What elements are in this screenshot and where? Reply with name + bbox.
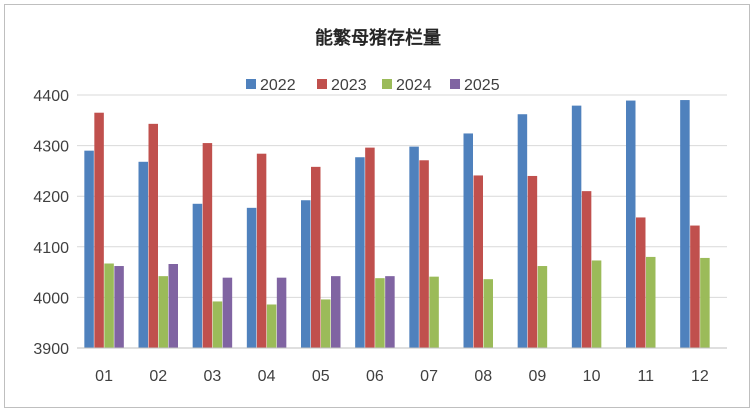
bar-2025-01 (114, 266, 124, 348)
x-tick-label: 09 (529, 368, 547, 385)
bar-2023-03 (202, 143, 213, 348)
bar-2023-07 (419, 160, 429, 348)
bar-2024-02 (158, 276, 168, 348)
x-tick-label: 07 (420, 368, 438, 385)
y-tick-label: 4200 (33, 189, 69, 206)
bar-2022-09 (517, 114, 528, 348)
bar-2023-06 (365, 147, 375, 348)
bar-2022-06 (355, 157, 365, 348)
bar-2024-05 (321, 299, 331, 348)
x-tick-label: 01 (95, 368, 113, 385)
bar-2025-06 (385, 276, 395, 348)
y-tick-label: 4400 (33, 88, 69, 105)
x-axis: 01 02 03 04 05 06 07 08 09 10 11 12 (77, 347, 727, 385)
bar-2023-09 (527, 175, 538, 348)
bar-2023-11 (636, 217, 646, 348)
bar-2023-12 (690, 225, 700, 348)
bar-2023-10 (581, 191, 592, 348)
bar-2025-05 (331, 276, 341, 348)
x-tick-label: 08 (474, 368, 492, 385)
bar-2024-07 (429, 276, 439, 348)
bar-2023-04 (256, 153, 267, 348)
bar-2025-03 (222, 277, 233, 348)
bar-2025-04 (276, 277, 287, 348)
x-tick-label: 03 (204, 368, 222, 385)
legend: 2022 2023 2024 2025 (246, 77, 500, 94)
y-tick-label: 4300 (33, 139, 69, 156)
bar-2023-01 (94, 112, 104, 349)
y-tick-label: 4100 (33, 240, 69, 257)
y-tick-label: 4000 (33, 290, 69, 307)
bar-2022-05 (301, 200, 311, 348)
legend-swatch-2023 (317, 79, 327, 89)
x-tick-label: 02 (149, 368, 167, 385)
bar-2022-03 (192, 203, 203, 348)
x-tick-label: 05 (312, 368, 330, 385)
legend-label-2023: 2023 (331, 77, 367, 94)
bar-2024-11 (646, 256, 656, 348)
bar-2024-12 (700, 257, 710, 348)
x-tick-label: 06 (366, 368, 384, 385)
bar-2024-09 (537, 266, 548, 348)
x-tick-label: 10 (583, 368, 601, 385)
bar-2022-10 (571, 105, 582, 348)
chart-title: 能繁母猪存栏量 (315, 27, 441, 49)
bar-2024-10 (591, 260, 602, 348)
bar-2024-08 (483, 279, 493, 348)
bar-2024-06 (375, 278, 385, 348)
bar-2024-01 (104, 263, 114, 348)
x-tick-label: 12 (691, 368, 709, 385)
bar-2022-01 (84, 150, 94, 348)
x-tick-label: 11 (637, 368, 654, 385)
bars (84, 100, 710, 349)
y-tick-label: 3900 (33, 341, 69, 358)
bar-2022-08 (463, 133, 473, 348)
legend-swatch-2024 (382, 79, 392, 89)
legend-label-2025: 2025 (464, 77, 500, 94)
bar-2024-03 (212, 301, 223, 348)
bar-2023-02 (148, 123, 158, 348)
legend-swatch-2022 (246, 79, 256, 89)
bar-2022-07 (409, 146, 419, 348)
bar-2023-05 (311, 166, 321, 348)
bar-2024-04 (266, 304, 277, 348)
bar-2022-02 (138, 161, 148, 348)
x-tick-label: 04 (258, 368, 276, 385)
legend-swatch-2025 (450, 79, 460, 89)
bar-2022-04 (246, 207, 257, 348)
bar-2022-11 (626, 100, 636, 348)
bar-2023-08 (473, 175, 483, 348)
bar-2025-02 (168, 264, 178, 348)
legend-label-2022: 2022 (260, 77, 296, 94)
y-axis: 3900 4000 4100 4200 4300 4400 (33, 88, 69, 358)
bar-2022-12 (680, 100, 690, 348)
legend-label-2024: 2024 (396, 77, 432, 94)
